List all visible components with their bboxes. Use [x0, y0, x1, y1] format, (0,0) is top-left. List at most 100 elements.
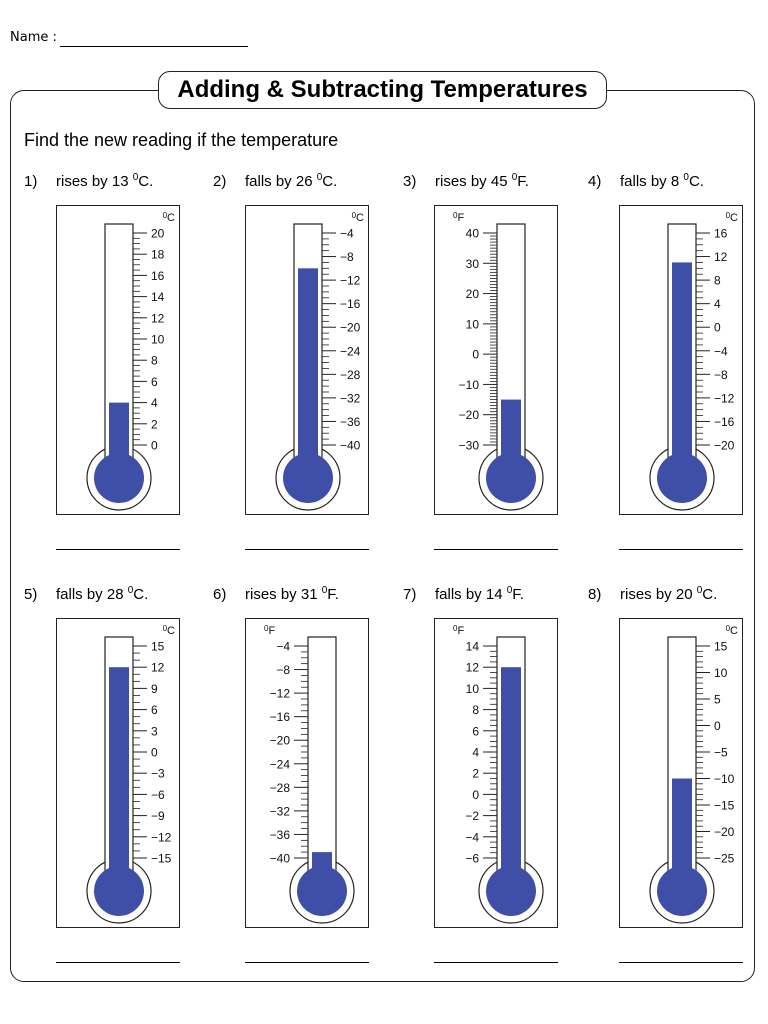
- tick-label: −32: [270, 804, 291, 818]
- tick-label: 10: [466, 317, 480, 331]
- tick-label: −15: [151, 852, 172, 866]
- tick-label: 0: [472, 788, 479, 802]
- mercury-column: [672, 778, 692, 891]
- tick-label: 10: [466, 682, 480, 696]
- question-text: falls by 26: [245, 173, 317, 190]
- question-unit: F.: [512, 586, 524, 603]
- name-input-line[interactable]: [60, 46, 248, 47]
- scale-unit-letter: F: [457, 212, 464, 224]
- question-text: falls by 8: [620, 173, 684, 190]
- scale-unit-letter: C: [730, 625, 738, 637]
- answer-line[interactable]: [245, 962, 369, 963]
- tick-label: 10: [151, 333, 165, 347]
- scale-degree: 0: [163, 211, 168, 220]
- scale-unit: 0C: [163, 211, 175, 224]
- tick-label: 12: [151, 311, 165, 325]
- tick-label: 4: [714, 297, 721, 311]
- answer-line[interactable]: [619, 549, 743, 550]
- answer-line[interactable]: [619, 962, 743, 963]
- tick-label: −32: [340, 391, 361, 405]
- tick-label: −20: [270, 734, 291, 748]
- tick-label: 20: [466, 287, 480, 301]
- tick-label: −16: [270, 710, 291, 724]
- question-unit: C.: [138, 173, 154, 190]
- tick-label: 3: [151, 724, 158, 738]
- tick-label: −6: [465, 852, 479, 866]
- tick-label: 6: [151, 703, 158, 717]
- mercury-column: [672, 262, 692, 478]
- tick-label: 5: [714, 693, 721, 707]
- scale-degree: 0: [453, 624, 458, 633]
- tick-label: 4: [472, 746, 479, 760]
- tick-label: 20: [151, 227, 165, 241]
- thermometer: 15 10 5 0 −5 −10 −15 −20 −25 0C: [619, 618, 743, 928]
- tick-label: −6: [151, 788, 165, 802]
- tick-label: 0: [714, 321, 721, 335]
- question-unit: C.: [322, 173, 338, 190]
- scale-unit-letter: C: [167, 212, 175, 224]
- mercury-bulb: [486, 866, 536, 916]
- question-number: 3): [403, 173, 417, 190]
- tick-label: −4: [465, 830, 479, 844]
- tick-label: −8: [276, 663, 290, 677]
- thermometer-svg: −4 −8 −12 −16 −20 −24 −28 −32 −36 −40 0C: [275, 211, 364, 511]
- tick-label: −4: [340, 227, 354, 241]
- scale-unit: 0F: [453, 624, 464, 637]
- tick-label: −3: [151, 767, 165, 781]
- tick-label: −2: [465, 809, 479, 823]
- tick-label: 8: [472, 703, 479, 717]
- tick-label: −10: [459, 378, 480, 392]
- tick-label: 4: [151, 396, 158, 410]
- tick-label: −5: [714, 746, 728, 760]
- tick-label: 0: [472, 348, 479, 362]
- tick-label: 12: [466, 661, 480, 675]
- question-number: 1): [24, 173, 38, 190]
- answer-line[interactable]: [245, 549, 369, 550]
- tick-label: 18: [151, 248, 165, 262]
- scale-unit-letter: C: [730, 212, 738, 224]
- tick-label: 0: [151, 746, 158, 760]
- question-number: 6): [213, 586, 227, 603]
- question-label: 3) rises by 45 0F.: [403, 172, 529, 190]
- scale-degree: 0: [264, 624, 269, 633]
- tick-label: −15: [714, 799, 735, 813]
- tick-label: −9: [151, 809, 165, 823]
- answer-line[interactable]: [56, 962, 180, 963]
- answer-line[interactable]: [434, 962, 558, 963]
- answer-line[interactable]: [434, 549, 558, 550]
- answer-line[interactable]: [56, 549, 180, 550]
- mercury-bulb: [657, 453, 707, 503]
- tick-label: 12: [714, 250, 728, 264]
- tick-label: −25: [714, 852, 735, 866]
- mercury-bulb: [283, 453, 333, 503]
- question-label: 1) rises by 13 0C.: [24, 172, 153, 190]
- tick-label: 14: [466, 640, 480, 654]
- scale-degree: 0: [453, 211, 458, 220]
- question-label: 4) falls by 8 0C.: [588, 172, 704, 190]
- tick-label: 15: [714, 640, 728, 654]
- thermometer-svg: −4 −8 −12 −16 −20 −24 −28 −32 −36 −40 0F: [264, 624, 355, 924]
- tick-label: 12: [151, 661, 165, 675]
- degree-symbol: 0: [506, 585, 513, 596]
- scale-degree: 0: [163, 624, 168, 633]
- tick-label: −8: [714, 368, 728, 382]
- question-unit: C.: [133, 586, 149, 603]
- tick-label: 6: [472, 724, 479, 738]
- question-unit: C.: [688, 173, 704, 190]
- tick-label: 2: [472, 767, 479, 781]
- tick-label: −8: [340, 250, 354, 264]
- tick-label: −40: [340, 439, 361, 453]
- scale-unit: 0C: [352, 211, 364, 224]
- question-text: rises by 31: [245, 586, 322, 603]
- tick-label: 16: [151, 269, 165, 283]
- tick-label: −16: [714, 415, 735, 429]
- degree-symbol: 0: [511, 172, 518, 183]
- name-label: Name :: [10, 30, 57, 45]
- tick-label: 30: [466, 257, 480, 271]
- question-unit: F.: [327, 586, 339, 603]
- scale-degree: 0: [726, 211, 731, 220]
- scale-unit-letter: F: [457, 625, 464, 637]
